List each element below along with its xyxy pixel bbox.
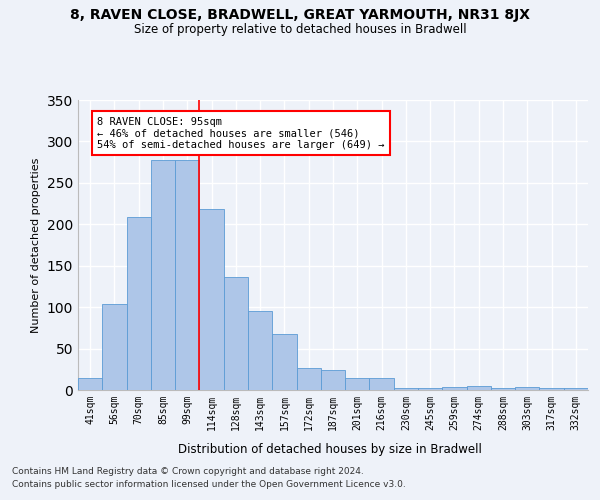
Bar	[515, 386, 539, 390]
Text: 8 RAVEN CLOSE: 95sqm
← 46% of detached houses are smaller (546)
54% of semi-deta: 8 RAVEN CLOSE: 95sqm ← 46% of detached h…	[97, 116, 385, 150]
Bar	[175, 160, 199, 390]
Bar	[442, 386, 467, 390]
Bar	[491, 388, 515, 390]
Bar	[151, 160, 175, 390]
Bar	[345, 378, 370, 390]
Text: Distribution of detached houses by size in Bradwell: Distribution of detached houses by size …	[178, 442, 482, 456]
Text: Size of property relative to detached houses in Bradwell: Size of property relative to detached ho…	[134, 22, 466, 36]
Bar	[78, 378, 102, 390]
Bar	[394, 388, 418, 390]
Bar	[418, 388, 442, 390]
Bar	[272, 334, 296, 390]
Bar	[199, 210, 224, 390]
Text: Contains HM Land Registry data © Crown copyright and database right 2024.: Contains HM Land Registry data © Crown c…	[12, 467, 364, 476]
Bar	[321, 370, 345, 390]
Bar	[127, 217, 151, 390]
Bar	[296, 368, 321, 390]
Y-axis label: Number of detached properties: Number of detached properties	[31, 158, 41, 332]
Bar	[102, 304, 127, 390]
Bar	[539, 388, 564, 390]
Text: 8, RAVEN CLOSE, BRADWELL, GREAT YARMOUTH, NR31 8JX: 8, RAVEN CLOSE, BRADWELL, GREAT YARMOUTH…	[70, 8, 530, 22]
Bar	[370, 378, 394, 390]
Bar	[248, 312, 272, 390]
Bar	[564, 388, 588, 390]
Bar	[467, 386, 491, 390]
Text: Contains public sector information licensed under the Open Government Licence v3: Contains public sector information licen…	[12, 480, 406, 489]
Bar	[224, 278, 248, 390]
